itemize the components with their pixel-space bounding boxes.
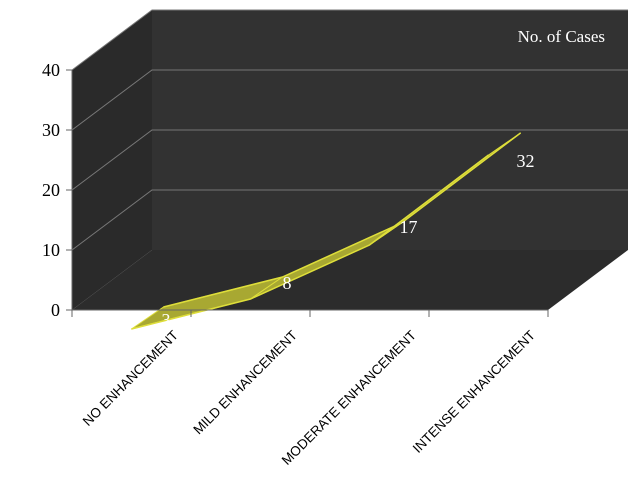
- series-line-back: [163, 132, 521, 308]
- chart-walls: [72, 10, 628, 310]
- x-tick-label: MILD ENHANCEMENT: [190, 328, 300, 438]
- y-tick-label: 20: [42, 180, 60, 200]
- x-tick-label: NO ENHANCEMENT: [80, 328, 181, 429]
- gridline: [71, 189, 628, 251]
- gridline: [71, 129, 628, 191]
- y-tick-label: 0: [51, 300, 60, 320]
- y-tick-label: 40: [42, 60, 60, 80]
- y-axis: 0 10 20 30 40: [42, 60, 73, 320]
- series-layer: 3 8 17 32: [131, 132, 535, 330]
- y-tick-label: 10: [42, 240, 60, 260]
- gridline: [71, 69, 628, 131]
- data-label: 3: [162, 310, 171, 330]
- floor: [72, 250, 628, 310]
- gridlines: [71, 9, 628, 251]
- data-label: 32: [517, 151, 535, 171]
- data-label: 8: [283, 273, 292, 293]
- y-tick-label: 30: [42, 120, 60, 140]
- x-tick-label: INTENSE ENHANCEMENT: [410, 328, 538, 456]
- legend-entry: No. of Cases: [518, 27, 605, 46]
- x-tick-label: MODERATE ENHANCEMENT: [279, 328, 419, 468]
- data-label: 17: [400, 217, 418, 237]
- gridline: [71, 9, 628, 71]
